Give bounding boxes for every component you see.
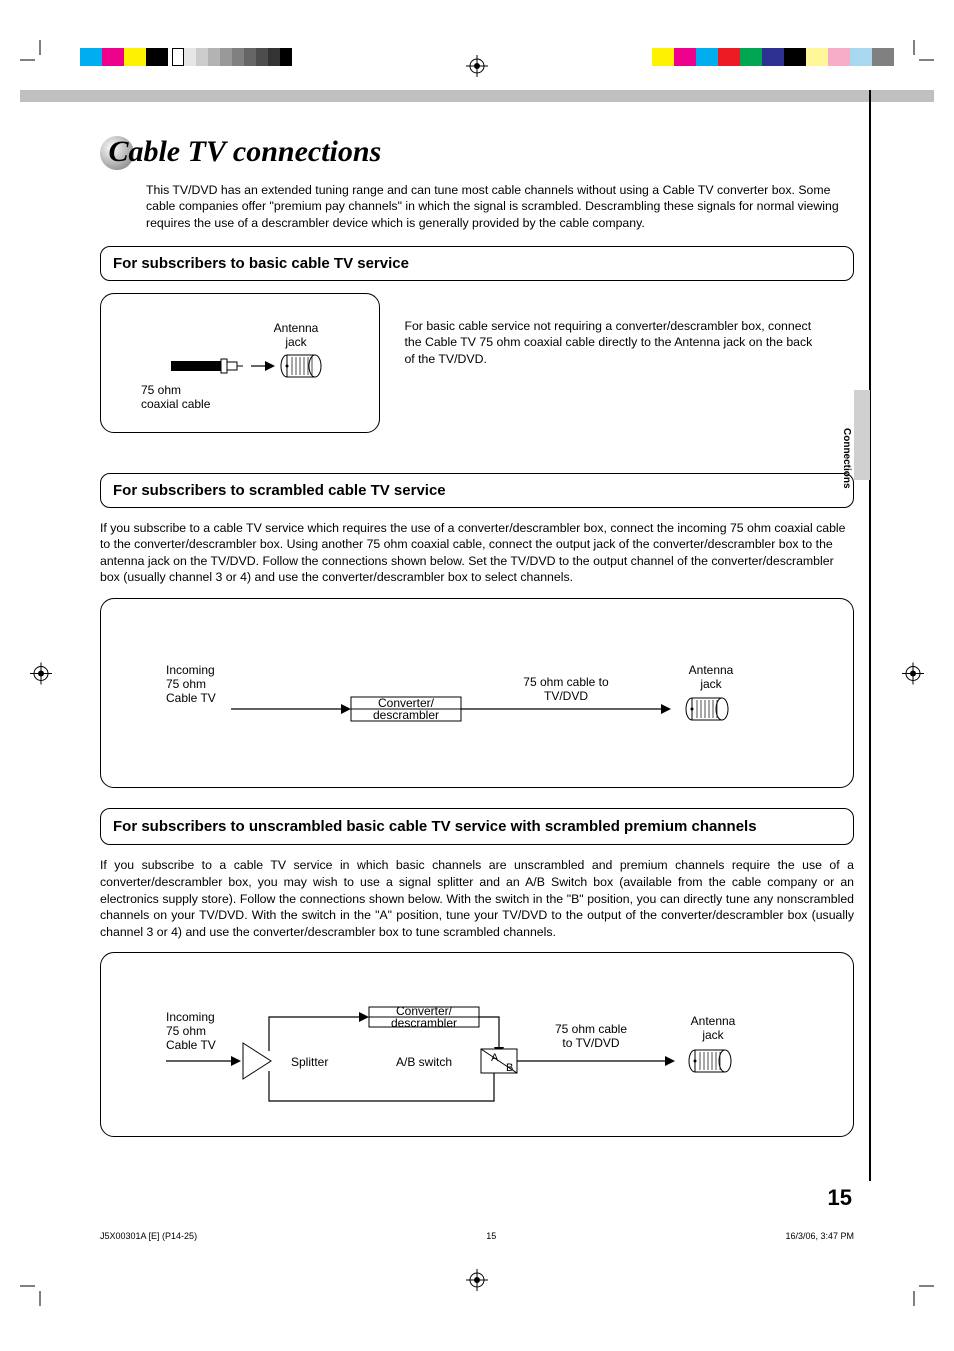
svg-text:B: B <box>506 1062 513 1074</box>
footer-timestamp: 16/3/06, 3:47 PM <box>785 1231 854 1241</box>
section2-heading: For subscribers to scrambled cable TV se… <box>100 473 854 508</box>
svg-text:jack: jack <box>701 1028 724 1042</box>
svg-text:75 ohm: 75 ohm <box>166 677 206 691</box>
diagram-unscrambled-premium: Incoming 75 ohm Cable TV Splitter Conver… <box>100 952 854 1137</box>
scrambled-svg: Incoming 75 ohm Cable TV Converter/ desc… <box>121 619 821 769</box>
svg-text:Incoming: Incoming <box>166 1010 215 1024</box>
crop-mark-bl <box>20 1266 60 1311</box>
svg-text:75 ohm: 75 ohm <box>141 383 181 397</box>
svg-text:75 ohm: 75 ohm <box>166 1024 206 1038</box>
side-rule-right <box>869 90 871 1181</box>
svg-text:jack: jack <box>284 335 307 349</box>
header-gray-band <box>20 90 934 102</box>
registration-mark-bottom <box>466 1269 488 1296</box>
svg-text:Antenna: Antenna <box>274 321 319 335</box>
page-number: 15 <box>828 1185 852 1211</box>
svg-text:A: A <box>491 1052 499 1064</box>
color-bar-left <box>80 48 292 66</box>
section1-heading: For subscribers to basic cable TV servic… <box>100 246 854 281</box>
color-bar-right <box>652 48 894 66</box>
svg-text:75 ohm cable to: 75 ohm cable to <box>523 675 609 689</box>
section-tab-label: Connections <box>841 428 852 489</box>
svg-text:to TV/DVD: to TV/DVD <box>562 1036 619 1050</box>
diagram-basic-cable: Antenna jack <box>100 293 380 433</box>
svg-text:descrambler: descrambler <box>391 1016 457 1030</box>
section3-heading: For subscribers to unscrambled basic cab… <box>100 808 854 846</box>
section1-body: For basic cable service not requiring a … <box>404 293 824 368</box>
footer: J5X00301A [E] (P14-25) 15 16/3/06, 3:47 … <box>100 1231 854 1241</box>
svg-text:75 ohm cable: 75 ohm cable <box>555 1022 627 1036</box>
svg-text:Splitter: Splitter <box>291 1055 328 1069</box>
footer-doc-code: J5X00301A [E] (P14-25) <box>100 1231 197 1241</box>
section3-body: If you subscribe to a cable TV service i… <box>100 857 854 940</box>
svg-text:TV/DVD: TV/DVD <box>544 689 588 703</box>
crop-mark-tl <box>20 40 60 85</box>
crop-mark-br <box>894 1266 934 1311</box>
section2-body: If you subscribe to a cable TV service w… <box>100 520 854 586</box>
page-content: Connections Cable TV connections This TV… <box>20 90 934 1261</box>
svg-text:Cable TV: Cable TV <box>166 1038 216 1052</box>
section-tab <box>854 390 870 480</box>
svg-text:coaxial cable: coaxial cable <box>141 397 211 411</box>
premium-svg: Incoming 75 ohm Cable TV Splitter Conver… <box>121 973 821 1118</box>
svg-text:A/B switch: A/B switch <box>396 1055 452 1069</box>
svg-text:Incoming: Incoming <box>166 663 215 677</box>
svg-text:descrambler: descrambler <box>373 708 439 722</box>
crop-mark-tr <box>894 40 934 85</box>
diagram-scrambled: Incoming 75 ohm Cable TV Converter/ desc… <box>100 598 854 788</box>
intro-paragraph: This TV/DVD has an extended tuning range… <box>146 182 854 232</box>
basic-cable-svg: Antenna jack <box>121 314 361 414</box>
svg-text:jack: jack <box>699 677 722 691</box>
registration-mark-top <box>466 55 488 82</box>
svg-text:Antenna: Antenna <box>689 663 734 677</box>
page-title: Cable TV connections <box>108 135 381 168</box>
footer-page: 15 <box>486 1231 496 1241</box>
svg-text:Antenna: Antenna <box>691 1014 736 1028</box>
svg-text:Cable TV: Cable TV <box>166 691 216 705</box>
